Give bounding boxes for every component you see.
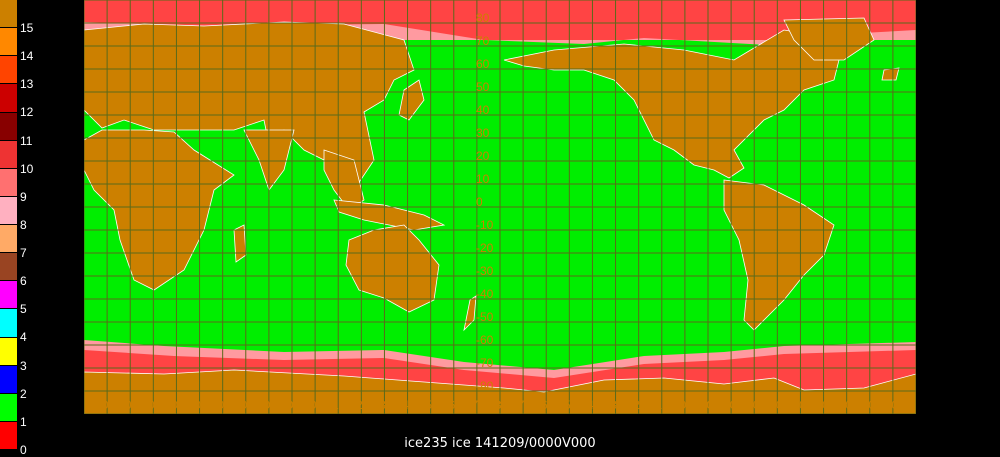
legend-swatch-5	[0, 281, 17, 309]
legend-swatch-8	[0, 196, 17, 224]
greenland	[783, 17, 875, 61]
longitude-label: 140	[396, 398, 416, 412]
longitude-label: -60	[765, 398, 783, 412]
legend-label-1: 1	[20, 414, 27, 429]
latitude-label: 70	[476, 34, 490, 48]
legend-swatch-4	[0, 309, 17, 337]
legend-label-13: 13	[20, 77, 34, 92]
latitude-label: 10	[476, 172, 490, 186]
map-caption: ice235 ice 141209/0000V000	[404, 436, 596, 451]
longitude-label: 130	[372, 398, 392, 412]
latitude-label: 20	[476, 149, 490, 163]
longitude-label: -90	[696, 398, 714, 412]
longitude-label: -80	[719, 398, 737, 412]
south-america	[723, 179, 835, 331]
color-legend	[0, 0, 17, 450]
longitude-label: 140	[580, 398, 600, 412]
longitude-label: 160	[442, 398, 462, 412]
legend-label-15: 15	[20, 21, 34, 35]
legend-swatch-13	[0, 56, 17, 84]
latitude-label: 40	[476, 103, 490, 117]
longitude-label: 110	[326, 398, 345, 412]
longitude-label: 150	[419, 398, 439, 412]
longitude-label: 100	[303, 398, 323, 412]
longitude-label: 180	[488, 398, 508, 412]
latitude-label: -30	[476, 264, 494, 278]
longitude-labels: 10 20 30 40 50 60 70 80 90 100 110 120 130 140 150 160 1…	[95, 398, 898, 412]
latitude-label: -10	[476, 218, 494, 232]
longitude-label: -50	[788, 398, 806, 412]
longitude-label: 150	[557, 398, 577, 412]
longitude-label: 130	[604, 398, 624, 412]
latitude-label: -60	[476, 333, 494, 347]
longitude-label: -40	[812, 398, 830, 412]
longitude-label: 100	[673, 398, 693, 412]
latitude-label: 80	[476, 11, 490, 25]
japan	[398, 79, 425, 121]
longitude-label: 170	[465, 398, 485, 412]
latitude-label: -80	[476, 379, 494, 393]
latitude-label: 60	[476, 57, 490, 71]
longitude-label: -20	[858, 398, 876, 412]
longitude-label: 90	[280, 398, 294, 412]
longitude-label: 20	[118, 398, 132, 412]
legend-label-10: 10	[20, 161, 34, 176]
latitude-label: -20	[476, 241, 494, 255]
longitude-label: 40	[164, 398, 178, 412]
legend-swatch-12	[0, 84, 17, 112]
latitude-label: 0	[476, 195, 483, 209]
legend-label-2: 2	[20, 386, 27, 401]
legend-swatch-1	[0, 393, 17, 421]
latitude-labels: 80 70 60 50 40 30 20 10 0 -10 -20 -30 -40 -50 -60 -70 -8…	[476, 11, 494, 393]
longitude-label: 60	[211, 398, 225, 412]
longitude-label: 170	[511, 398, 531, 412]
legend-label-4: 4	[20, 330, 27, 345]
legend-label-3: 3	[20, 358, 27, 373]
latitude-label: 50	[476, 80, 490, 94]
lat-lon-grid	[84, 0, 916, 414]
legend-label-14: 14	[20, 49, 34, 64]
legend-swatch-14	[0, 28, 17, 56]
longitude-label: -10	[881, 398, 899, 412]
longitude-label: 10	[95, 398, 109, 412]
iceland	[881, 67, 900, 81]
longitude-label: 160	[534, 398, 554, 412]
legend-label-11: 11	[20, 133, 33, 148]
longitude-label: 120	[349, 398, 369, 412]
latitude-label: -50	[476, 310, 494, 324]
longitude-label: 70	[234, 398, 248, 412]
legend-label-12: 12	[20, 105, 34, 120]
legend-label-5: 5	[20, 302, 27, 317]
longitude-label: 120	[627, 398, 647, 412]
madagascar	[233, 224, 247, 263]
africa	[84, 129, 235, 291]
legend-label-7: 7	[20, 246, 27, 260]
legend-label-6: 6	[20, 274, 27, 289]
legend-swatch-7	[0, 225, 17, 253]
longitude-label: 80	[257, 398, 271, 412]
legend-swatch-9	[0, 168, 17, 196]
latitude-label: -40	[476, 287, 494, 301]
longitude-label: -70	[742, 398, 760, 412]
longitude-label: 50	[188, 398, 202, 412]
legend-swatch-15	[0, 0, 17, 28]
longitude-label: 30	[141, 398, 155, 412]
north-america	[503, 29, 845, 179]
longitude-label: 110	[650, 398, 669, 412]
legend-label-9: 9	[20, 189, 27, 204]
sea-ice-map: 80706050403020100-10-20-30-40-50-60-70-8…	[84, 0, 916, 414]
legend-swatch-0	[0, 421, 17, 449]
legend-swatch-3	[0, 337, 17, 365]
latitude-label: 30	[476, 126, 490, 140]
australia	[345, 224, 440, 313]
legend-swatch-6	[0, 253, 17, 281]
legend-label-8: 8	[20, 217, 27, 232]
latitude-label: -70	[476, 356, 494, 370]
legend-swatch-11	[0, 112, 17, 140]
legend-swatch-10	[0, 140, 17, 168]
legend-swatch-2	[0, 365, 17, 393]
longitude-label: -30	[835, 398, 853, 412]
